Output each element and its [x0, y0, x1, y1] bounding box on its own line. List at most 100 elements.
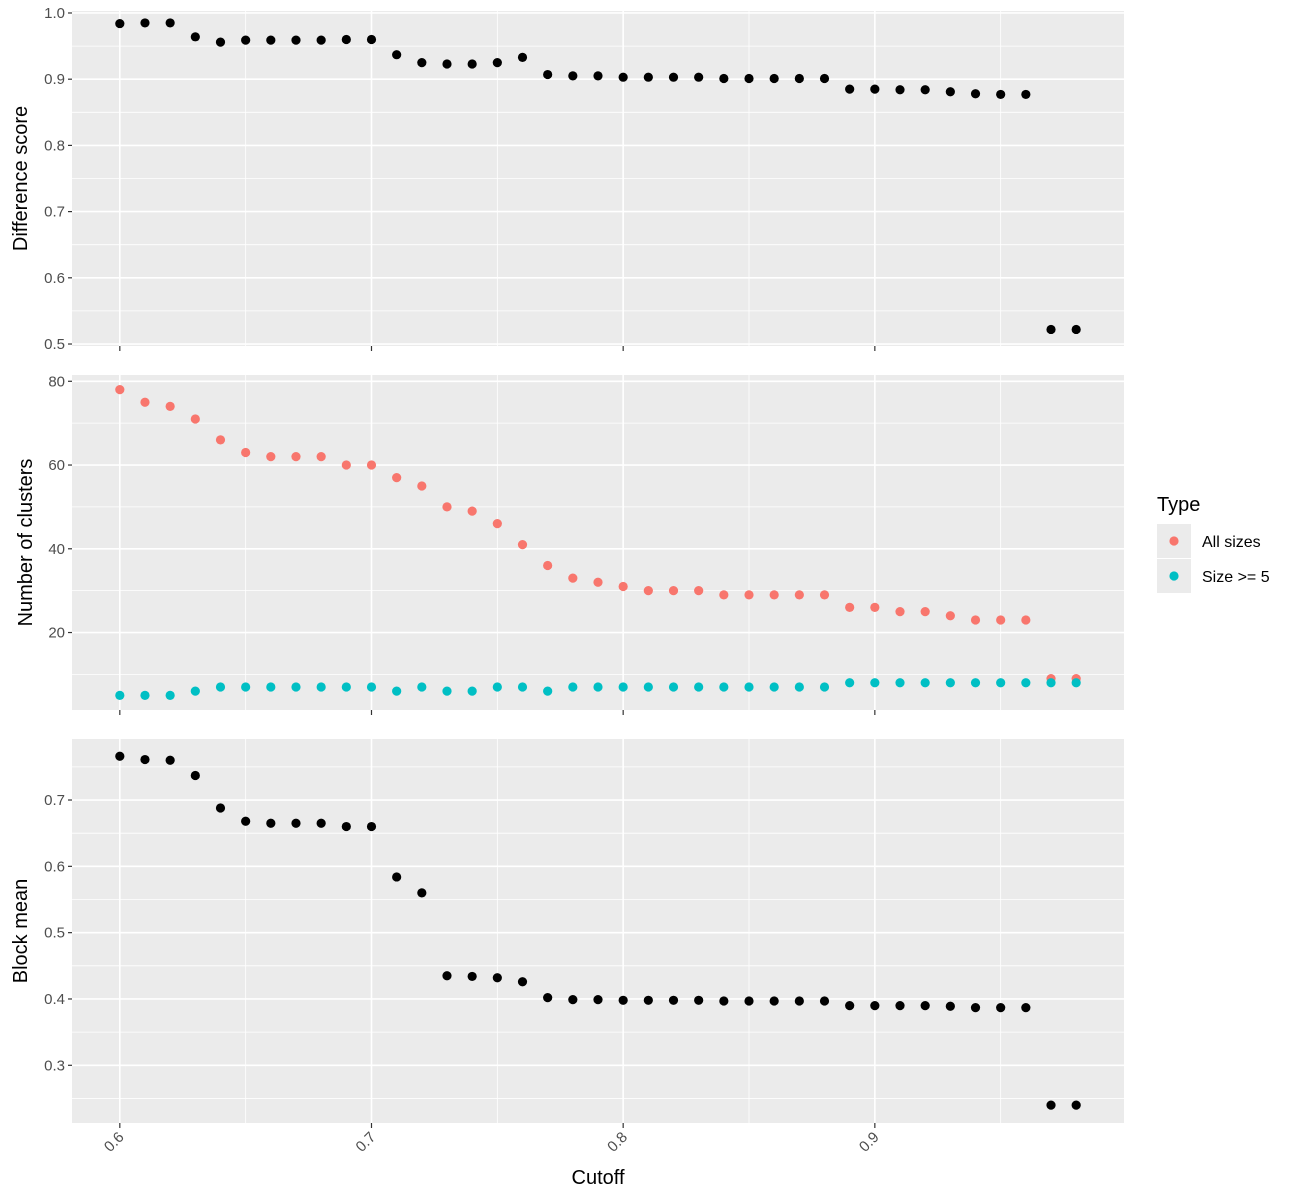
panels: 0.5 0.6 0.7 0.8 0.9 1.0 Difference score 20 40 60…: [10, 5, 1124, 1156]
data-point: [543, 993, 553, 1003]
data-point: [517, 977, 528, 987]
data-point: [492, 58, 502, 68]
panel-3: 0.3 0.4 0.5 0.6 0.7 Block mean: [10, 739, 1124, 1128]
data-point: [694, 72, 704, 82]
data-point: [618, 995, 628, 1005]
series-1: [115, 18, 1081, 335]
data-point: [190, 414, 200, 424]
data-point: [996, 89, 1006, 100]
data-point: [215, 435, 226, 445]
data-point: [996, 615, 1006, 625]
data-point: [794, 682, 804, 692]
data-point: [291, 682, 301, 692]
data-point: [769, 590, 779, 600]
data-point: [870, 678, 880, 688]
data-point: [266, 818, 276, 828]
data-point: [744, 73, 754, 84]
data-point: [819, 590, 830, 600]
data-point: [140, 690, 150, 700]
data-point: [970, 1003, 981, 1013]
legend-label: Size >= 5: [1202, 569, 1270, 586]
data-point: [291, 35, 301, 45]
data-point: [694, 586, 704, 596]
data-point: [1046, 324, 1056, 335]
data-point: [744, 590, 754, 600]
legend-label: All sizes: [1202, 534, 1261, 551]
data-point: [668, 586, 679, 596]
y-axis-title: Difference score: [10, 106, 32, 251]
legend-swatch: [1169, 571, 1179, 581]
data-point: [316, 682, 326, 692]
y-tick-label: 0.6: [44, 858, 65, 875]
data-point: [165, 755, 175, 765]
data-point: [819, 996, 830, 1006]
x-tick-label: 0.8: [604, 1129, 631, 1156]
data-point: [140, 754, 150, 765]
data-point: [392, 686, 402, 696]
data-point: [1046, 678, 1056, 688]
data-point: [341, 682, 351, 692]
data-point: [870, 1001, 880, 1011]
data-point: [341, 821, 351, 832]
y-tick-label: 0.7: [44, 204, 65, 221]
data-point: [895, 678, 905, 688]
data-point: [467, 686, 477, 696]
x-tick-label: 0.9: [856, 1129, 883, 1156]
data-point: [140, 397, 150, 407]
data-point: [970, 615, 981, 625]
data-point: [920, 85, 930, 95]
data-point: [643, 72, 653, 82]
data-point: [970, 678, 981, 688]
y-tick-label: 1.0: [44, 5, 65, 22]
data-point: [668, 72, 679, 82]
data-point: [819, 73, 830, 84]
data-point: [215, 682, 226, 692]
data-point: [543, 560, 553, 571]
data-point: [1071, 1100, 1081, 1110]
data-point: [543, 69, 553, 80]
data-point: [1071, 324, 1081, 335]
data-point: [417, 481, 427, 491]
data-point: [719, 73, 729, 84]
legend-items: All sizes Size >= 5: [1157, 524, 1270, 593]
y-tick-label: 0.3: [44, 1057, 65, 1074]
panel-background: [72, 375, 1124, 710]
data-point: [467, 971, 477, 982]
data-point: [744, 996, 754, 1006]
data-point: [593, 577, 603, 587]
data-point: [920, 1001, 930, 1011]
y-tick-label: 0.5: [44, 336, 65, 353]
data-point: [568, 995, 578, 1005]
data-point: [618, 682, 628, 692]
data-point: [1021, 678, 1031, 688]
data-point: [115, 751, 125, 761]
data-point: [266, 452, 276, 462]
data-point: [392, 872, 402, 882]
data-point: [794, 590, 804, 600]
x-tick-labels: 0.6 0.7 0.8 0.9: [101, 1129, 883, 1156]
series-1: [115, 751, 1081, 1110]
data-point: [316, 35, 326, 45]
data-point: [266, 35, 276, 45]
data-point: [215, 37, 226, 47]
data-point: [668, 682, 679, 692]
data-point: [895, 85, 905, 95]
data-point: [845, 602, 855, 613]
series-size-5: [115, 678, 1081, 700]
data-point: [517, 52, 528, 62]
data-point: [593, 995, 603, 1005]
data-point: [593, 71, 603, 81]
y-tick-label: 0.6: [44, 270, 65, 287]
data-point: [417, 58, 427, 68]
data-point: [719, 996, 729, 1006]
data-point: [819, 682, 830, 692]
data-point: [442, 686, 452, 696]
data-point: [643, 682, 653, 692]
data-point: [568, 682, 578, 692]
data-point: [945, 1001, 955, 1011]
data-point: [492, 973, 502, 983]
data-point: [568, 71, 578, 81]
data-point: [568, 573, 578, 583]
data-point: [442, 59, 452, 69]
data-point: [1021, 615, 1031, 625]
